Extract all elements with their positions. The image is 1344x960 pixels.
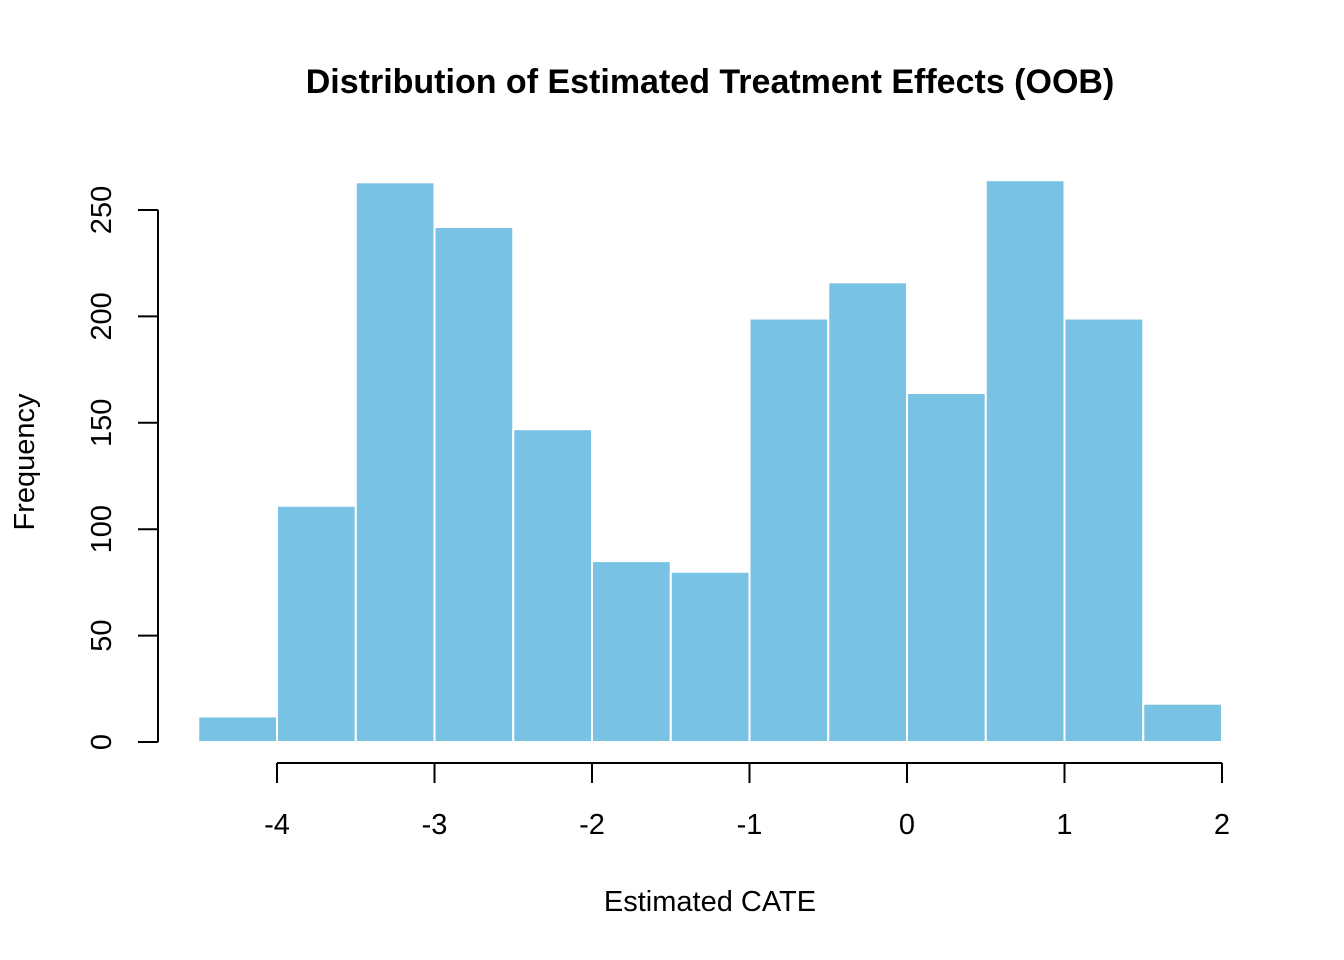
histogram-bar-8	[827, 281, 908, 743]
y-axis: 0 50 100 150 200 250	[86, 186, 159, 750]
chart-title: Distribution of Estimated Treatment Effe…	[306, 63, 1115, 101]
histogram-bar-7	[748, 317, 830, 743]
histogram-bar-11	[1063, 317, 1145, 743]
histogram-bar-1	[276, 504, 357, 743]
histogram-bar-5	[591, 560, 672, 743]
x-tick-label: -4	[264, 809, 290, 841]
bars-group	[197, 179, 1223, 744]
x-axis-label: Estimated CATE	[604, 886, 816, 918]
y-tick-label: 200	[86, 292, 118, 340]
y-tick-label: 250	[86, 186, 118, 234]
y-tick-label: 0	[86, 734, 118, 750]
histogram-bar-10	[984, 179, 1066, 743]
histogram-bar-9	[906, 392, 987, 743]
histogram-bar-2	[354, 181, 436, 743]
y-tick-label: 50	[86, 619, 118, 651]
histogram-bar-4	[512, 428, 593, 743]
x-tick-label: 0	[899, 809, 915, 841]
x-tick-label: 2	[1214, 809, 1230, 841]
x-tick-label: -3	[422, 809, 448, 841]
y-tick-label: 150	[86, 399, 118, 447]
x-tick-label: -1	[737, 809, 763, 841]
histogram-bar-0	[197, 715, 278, 743]
y-tick-label: 100	[86, 505, 118, 553]
x-tick-label: 1	[1056, 809, 1072, 841]
histogram-bar-12	[1142, 702, 1223, 743]
histogram-bar-6	[669, 570, 751, 744]
histogram-bar-3	[433, 226, 515, 744]
y-axis-label: Frequency	[9, 393, 41, 531]
x-axis: -4 -3 -2 -1 0 1 2	[264, 762, 1230, 841]
x-tick-label: -2	[579, 809, 605, 841]
